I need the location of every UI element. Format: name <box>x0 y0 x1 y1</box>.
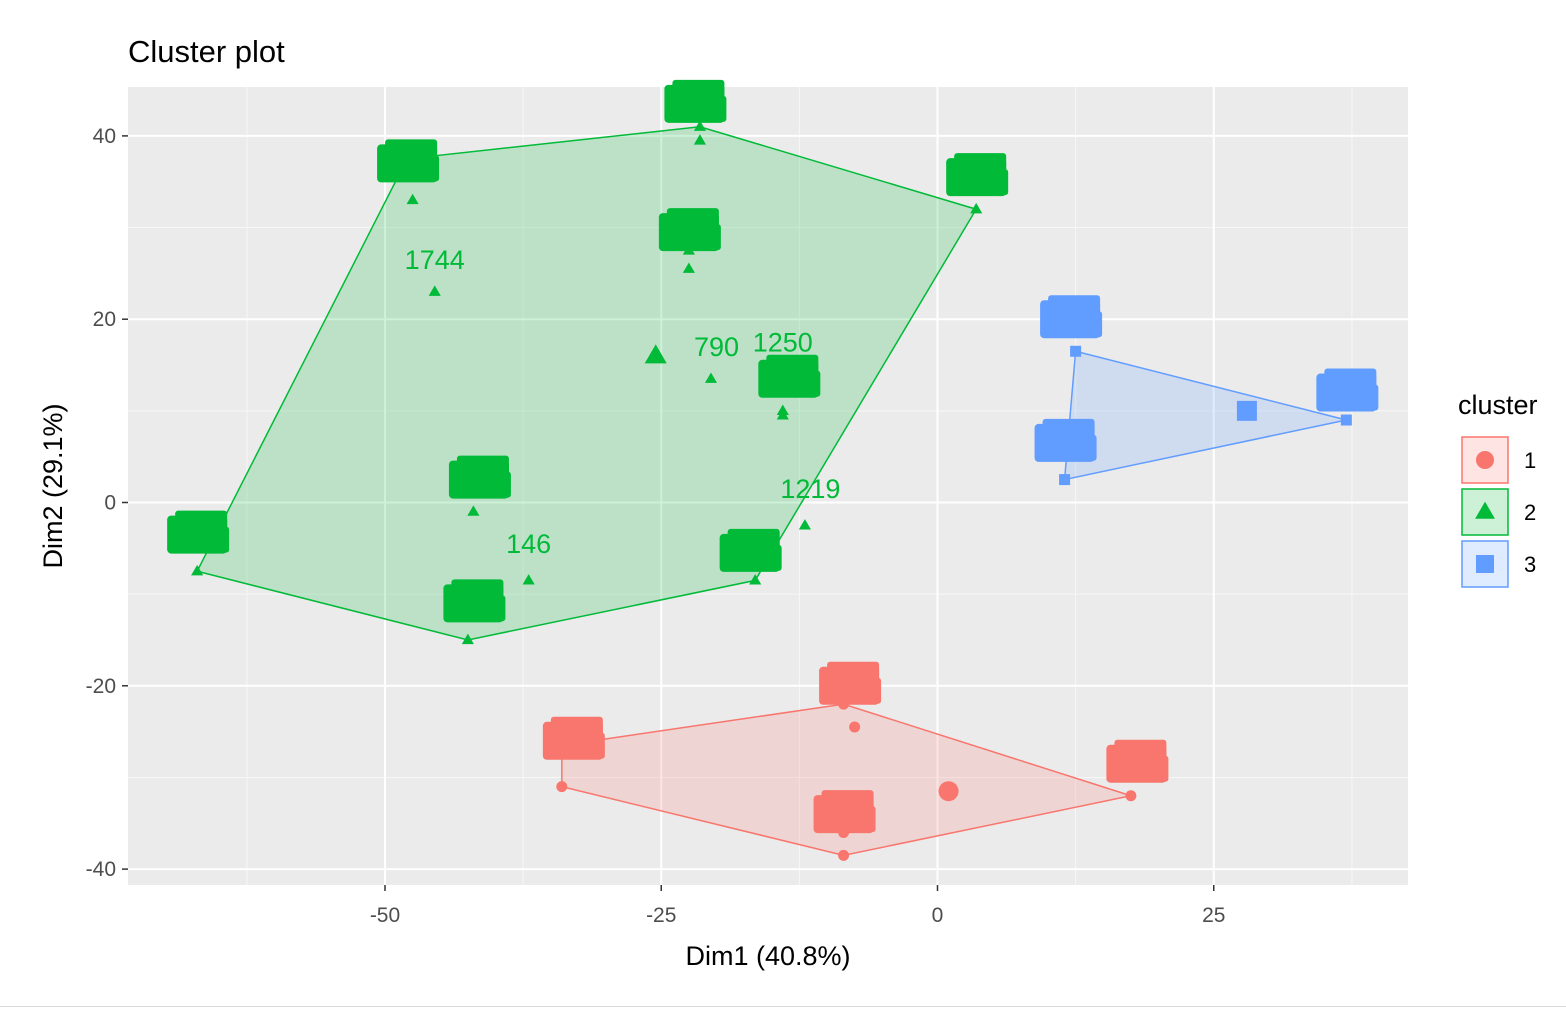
legend-key-3-symbol <box>1476 555 1494 573</box>
y-tick-label: 20 <box>93 308 116 331</box>
cluster-1-point <box>1125 790 1137 802</box>
legend-label-3: 3 <box>1524 552 1536 577</box>
label-clusters <box>167 79 1379 834</box>
cluster-2-label-stack <box>662 224 721 251</box>
cluster-2-point <box>428 285 441 296</box>
cluster-2-point <box>693 134 706 145</box>
x-tick-label: 0 <box>932 904 944 927</box>
cluster-2-point <box>467 505 480 516</box>
cluster-hulls <box>196 125 1347 857</box>
cluster-3-point <box>1070 345 1082 357</box>
cluster-2-point-label: 1250 <box>753 327 813 357</box>
cluster-2-point <box>461 610 474 622</box>
cluster-1-label-stack <box>546 732 605 759</box>
cluster-3-point <box>1340 414 1352 426</box>
cluster-1-point <box>838 826 850 838</box>
data-points <box>191 120 1352 861</box>
x-tick-label: 25 <box>1202 904 1225 927</box>
cluster-2-point <box>406 193 419 205</box>
cluster-2-point <box>749 574 762 585</box>
cluster-1-point <box>849 721 861 733</box>
legend-title: cluster <box>1458 390 1538 420</box>
cluster-1-point <box>838 849 850 861</box>
cluster-2-point <box>401 152 414 163</box>
x-tick-label: -25 <box>646 904 676 927</box>
cluster-1-label-stack <box>1110 755 1169 782</box>
legend-key-1 <box>1461 436 1509 484</box>
cluster-1-point <box>556 781 568 793</box>
x-axis: -50 -25 0 25 <box>370 885 1225 927</box>
cluster-2-point <box>682 262 695 273</box>
major-gridlines <box>128 87 1408 885</box>
legend-label-2: 2 <box>1524 500 1536 525</box>
cluster-2-label-stack <box>171 526 230 553</box>
cluster-3-label-stack <box>1044 311 1103 338</box>
x-tick-label: -50 <box>370 904 400 927</box>
minor-gridlines <box>128 87 1408 885</box>
cluster-2-label-stack <box>381 155 440 182</box>
cluster-2-point-label: 146 <box>506 529 551 559</box>
cluster-2-center <box>644 344 667 364</box>
y-tick-label: 0 <box>104 492 116 515</box>
x-axis-label: Dim1 (40.8%) <box>685 941 850 971</box>
cluster-2-point <box>798 519 811 530</box>
cluster-2-point <box>970 202 983 214</box>
y-axis-label: Dim2 (29.1%) <box>38 403 68 568</box>
legend-key-2-symbol <box>1475 501 1495 519</box>
cluster-3-label-stack <box>1320 384 1379 411</box>
bottom-divider <box>0 1006 1566 1007</box>
cluster-2-point <box>776 409 789 420</box>
cluster-2-label-stack <box>723 544 782 571</box>
cluster-2-point-label: 790 <box>694 332 739 362</box>
cluster-2-point <box>682 244 695 255</box>
cluster-2-label-stack <box>668 95 727 122</box>
y-tick-label: -40 <box>86 858 116 881</box>
y-axis: -40 -20 0 20 40 <box>86 125 128 881</box>
cluster-2-point <box>461 633 474 645</box>
cluster-3-center <box>1236 400 1257 421</box>
cluster-2-point-label: 1219 <box>780 474 840 504</box>
cluster-3-point <box>1059 474 1071 486</box>
cluster-2-label-stack <box>452 471 511 498</box>
chart-title: Cluster plot <box>128 34 285 69</box>
cluster-2-point <box>191 542 204 553</box>
cluster-1-label-stack <box>817 806 876 833</box>
cluster-1-center <box>938 781 959 802</box>
point-labels: 1744 790 1250 1219 146 <box>405 245 841 559</box>
y-tick-label: -20 <box>86 675 116 698</box>
cluster-2-point <box>704 372 718 383</box>
cluster-2-point <box>191 564 204 576</box>
y-tick-label: 40 <box>93 125 116 148</box>
legend: cluster 1 2 3 <box>1458 390 1538 588</box>
cluster-1-label-stack <box>823 677 882 704</box>
cluster-2-point <box>522 574 535 585</box>
cluster-2-label-stack <box>447 595 506 622</box>
cluster-1-point <box>556 739 568 751</box>
cluster-2-label-stack <box>950 169 1009 196</box>
legend-key-3 <box>1461 540 1509 588</box>
cluster-1-point <box>838 698 850 710</box>
cluster-2-label-stack <box>762 370 821 397</box>
cluster-2-point-label: 1744 <box>405 245 465 275</box>
legend-label-1: 1 <box>1524 448 1536 473</box>
cluster-2-point <box>693 120 706 131</box>
cluster-3-hull <box>1063 350 1347 481</box>
legend-key-1-symbol <box>1476 451 1494 469</box>
cluster-centers <box>644 344 1257 802</box>
plot-panel <box>128 87 1408 885</box>
cluster-3-label-stack <box>1038 434 1097 461</box>
